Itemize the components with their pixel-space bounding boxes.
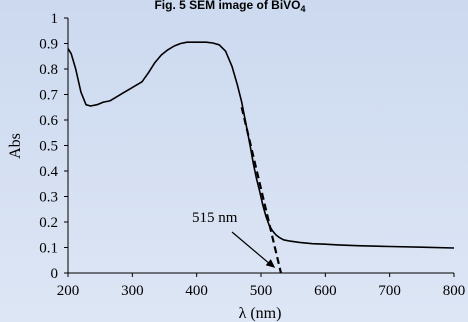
y-tick-label: 0 bbox=[51, 266, 59, 282]
y-tick-label: 0.8 bbox=[39, 62, 58, 78]
x-tick-label: 200 bbox=[57, 283, 80, 299]
y-tick-label: 0.2 bbox=[39, 215, 58, 231]
y-axis-label: Abs bbox=[7, 133, 24, 159]
annotation-arrowhead bbox=[265, 259, 276, 268]
x-tick-label: 700 bbox=[378, 283, 401, 299]
x-tick-label: 400 bbox=[185, 283, 208, 299]
x-axis-label: λ (nm) bbox=[239, 305, 282, 322]
chart-title-subscript: 4 bbox=[301, 4, 306, 14]
y-tick-label: 0.4 bbox=[39, 164, 58, 180]
chart-title: Fig. 5 SEM image of BiVO4 bbox=[154, 0, 305, 14]
y-tick-label: 1 bbox=[51, 11, 59, 27]
absorbance-line bbox=[67, 41, 455, 249]
y-tick-label: 0.7 bbox=[39, 88, 58, 104]
y-tick-label: 0.6 bbox=[39, 113, 58, 129]
chart-title-main: Fig. 5 SEM image of BiVO bbox=[154, 0, 300, 12]
y-tick-label: 0.5 bbox=[39, 139, 58, 155]
annotation-arrow bbox=[231, 231, 273, 267]
tangent-line bbox=[240, 106, 283, 274]
x-tick-label: 600 bbox=[314, 283, 337, 299]
x-tick-label: 300 bbox=[121, 283, 144, 299]
x-tick-label: 800 bbox=[443, 283, 466, 299]
y-tick-label: 0.9 bbox=[39, 37, 58, 53]
y-tick-label: 0.1 bbox=[39, 241, 58, 257]
annotation-label: 515 nm bbox=[192, 210, 238, 226]
plot-area: 0 0.1 0.2 0.3 0.4 0.5 0.6 0.7 0.8 0.9 1 200 300 400 50… bbox=[39, 11, 465, 299]
y-tick-label: 0.3 bbox=[39, 190, 58, 206]
x-tick-label: 500 bbox=[250, 283, 273, 299]
